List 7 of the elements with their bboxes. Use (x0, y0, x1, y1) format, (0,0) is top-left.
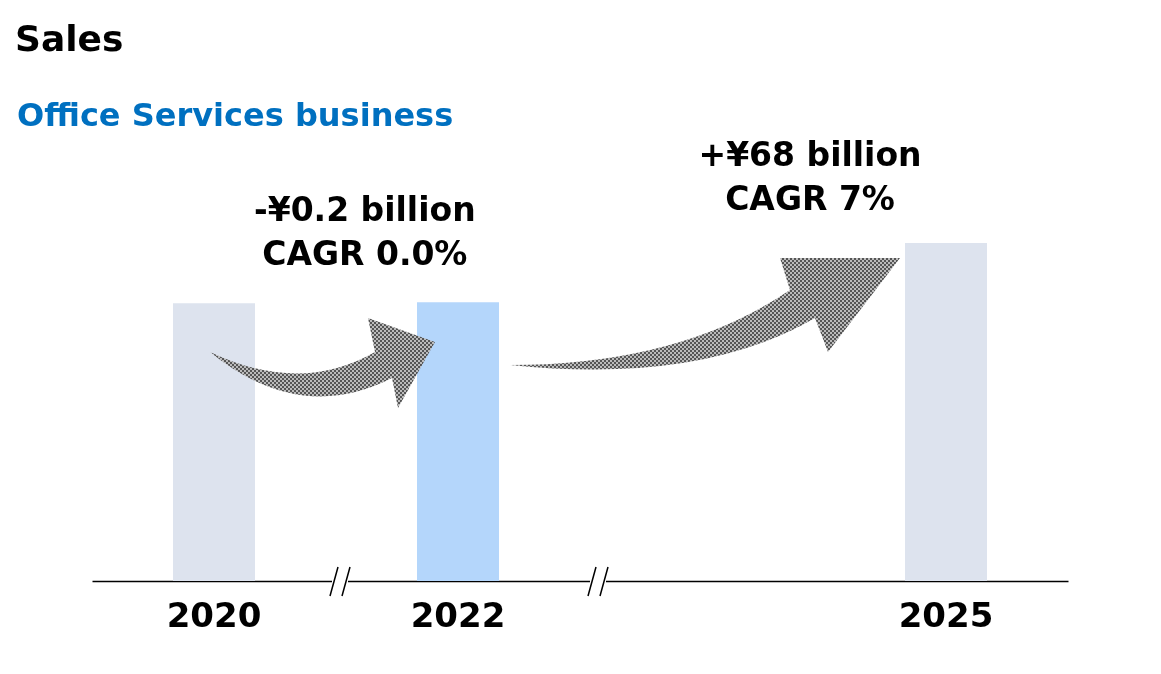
annotation: -¥0.2 billion CAGR 0.0% (254, 189, 476, 275)
chart-subtitle: Office Services business (17, 96, 454, 134)
text: +¥68 billion CAGR 7% (698, 134, 922, 220)
x-tick-label: 2025 (898, 594, 994, 635)
chart-title: Sales (15, 18, 124, 59)
x-tick-label: 2020 (166, 594, 262, 635)
x-tick-label: 2022 (410, 594, 506, 635)
